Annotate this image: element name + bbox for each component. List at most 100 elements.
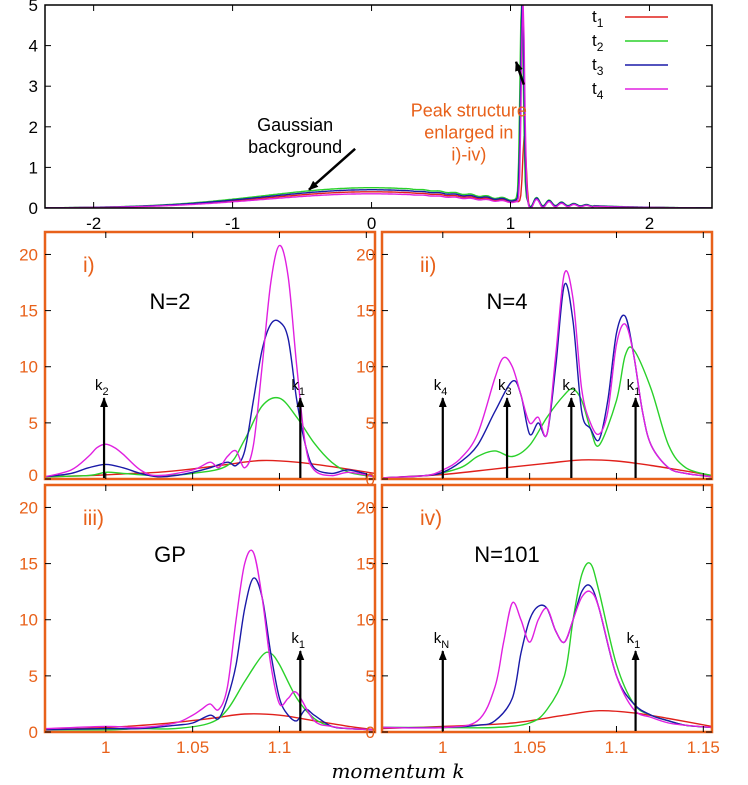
series-line-t3 xyxy=(382,282,712,479)
series-group xyxy=(45,244,375,478)
series-line-t4 xyxy=(45,549,375,731)
legend-label-t3: t3 xyxy=(592,55,604,78)
x-tick-label: 1 xyxy=(506,214,515,233)
panel-iv: 0 5 10 15 20 1 1.05 1.1 1.15 iv) N=101 kN k1 xyxy=(356,483,720,757)
y-tick-label: 15 xyxy=(19,302,38,321)
series-line-t1 xyxy=(382,459,712,479)
y-tick-label: 5 xyxy=(29,0,38,15)
panel-label: iii) xyxy=(83,507,104,530)
series-line-t4 xyxy=(382,590,712,729)
series-line-t4 xyxy=(45,5,712,208)
panel-frame xyxy=(43,483,377,734)
panel-frame xyxy=(380,230,714,481)
y-tick-label: 1 xyxy=(29,158,38,177)
y-tick-label: 10 xyxy=(19,358,38,377)
y-tick-label: 10 xyxy=(356,358,375,377)
series-line-t3 xyxy=(45,319,375,478)
momentum-label: k3 xyxy=(498,377,512,398)
annotation-text: enlarged in xyxy=(424,123,513,143)
annotation-text: background xyxy=(248,137,342,157)
y-tick-label: 0 xyxy=(366,470,375,489)
y-tick-label: 2 xyxy=(29,118,38,137)
series-line-t2 xyxy=(45,396,375,478)
series-line-t1 xyxy=(45,459,375,478)
panel-label: i) xyxy=(83,254,95,277)
panel-title: N=101 xyxy=(474,542,539,567)
legend-label-t4: t4 xyxy=(592,79,604,102)
panel-title: N=4 xyxy=(487,289,528,314)
panel-label: ii) xyxy=(420,254,436,277)
series-line-t3 xyxy=(45,577,375,731)
annotation-text: Peak structure xyxy=(411,101,527,121)
series-line-t3 xyxy=(45,5,712,208)
annotation-text: Gaussian xyxy=(257,115,333,135)
series-line-t1 xyxy=(45,713,375,731)
y-tick-label: 15 xyxy=(356,302,375,321)
momentum-label: k2 xyxy=(95,377,109,398)
series-group xyxy=(45,549,375,731)
x-tick-label: -2 xyxy=(86,214,101,233)
panel-ii: 0 5 10 15 20 ii) N=4 k4 k3 k2 k1 xyxy=(356,230,714,489)
annotation-text: i)-iv) xyxy=(451,145,486,165)
y-tick-label: 4 xyxy=(29,37,38,56)
panel-i: 0 5 10 15 20 i) N=2 k2 k1 xyxy=(19,230,377,485)
series-line-t4 xyxy=(382,270,712,479)
annotation-arrow xyxy=(308,147,356,191)
y-tick-label: 5 xyxy=(29,667,38,686)
x-tick-label: 1 xyxy=(101,738,110,757)
series-line-t2 xyxy=(45,5,712,208)
x-tick-label: 1.1 xyxy=(268,738,292,757)
series-line-t2 xyxy=(382,562,712,729)
y-tick-label: 0 xyxy=(29,466,38,485)
x-axis-label: momentum k xyxy=(331,759,464,783)
x-tick-label: 1 xyxy=(438,738,447,757)
panel-iii: 0 5 10 15 20 1 1.05 1.1 iii) GP k1 xyxy=(19,483,377,757)
series-group xyxy=(382,562,712,730)
y-tick-label: 20 xyxy=(356,498,375,517)
series-line-t1 xyxy=(382,709,712,730)
series-group xyxy=(45,5,712,208)
y-tick-label: 0 xyxy=(29,723,38,742)
y-tick-label: 10 xyxy=(356,611,375,630)
x-tick-label: 1.1 xyxy=(605,738,629,757)
x-tick-label: -1 xyxy=(225,214,240,233)
annotation-arrow xyxy=(514,60,526,86)
y-tick-label: 15 xyxy=(356,555,375,574)
y-tick-label: 3 xyxy=(29,77,38,96)
panel-label: iv) xyxy=(420,507,442,530)
panel-frame xyxy=(380,483,714,734)
y-tick-label: 0 xyxy=(29,199,38,218)
series-line-t1 xyxy=(45,135,712,208)
momentum-label: kN xyxy=(434,630,450,651)
x-tick-label: 0 xyxy=(367,214,376,233)
y-tick-label: 20 xyxy=(19,498,38,517)
x-tick-label: 2 xyxy=(645,214,654,233)
x-tick-label: 1.15 xyxy=(687,738,720,757)
series-line-t2 xyxy=(45,651,375,731)
legend-label-t2: t2 xyxy=(592,31,604,54)
momentum-label: k4 xyxy=(434,377,448,398)
y-tick-label: 5 xyxy=(366,414,375,433)
y-tick-label: 10 xyxy=(19,611,38,630)
series-line-t2 xyxy=(382,346,712,479)
series-group xyxy=(382,270,712,479)
x-tick-label: 1.05 xyxy=(513,738,546,757)
momentum-label: k1 xyxy=(627,377,641,398)
y-tick-label: 5 xyxy=(29,414,38,433)
series-line-t4 xyxy=(45,244,375,478)
momentum-label: k1 xyxy=(627,630,641,651)
panel-frame xyxy=(43,230,377,481)
legend-label-t1: t1 xyxy=(592,7,604,30)
panel-frame xyxy=(44,4,713,209)
y-tick-label: 20 xyxy=(19,245,38,264)
momentum-label: k1 xyxy=(291,377,305,398)
x-tick-label: 1.05 xyxy=(176,738,209,757)
y-tick-label: 15 xyxy=(19,555,38,574)
momentum-label: k2 xyxy=(562,377,576,398)
panel-title: GP xyxy=(154,542,186,567)
series-line-t3 xyxy=(382,584,712,729)
y-tick-label: 0 xyxy=(366,723,375,742)
